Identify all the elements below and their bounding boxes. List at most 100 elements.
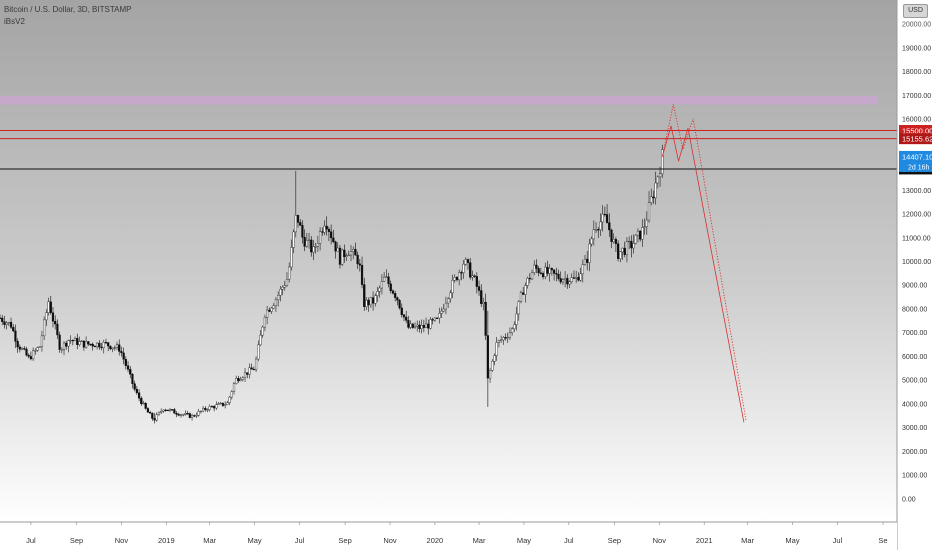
candle-body	[548, 268, 551, 274]
currency-button[interactable]: USD	[903, 4, 928, 18]
candle-body	[144, 402, 147, 409]
candle-body	[270, 307, 273, 312]
candle-body	[590, 238, 593, 245]
y-tick-label: 2000.00	[902, 449, 927, 456]
candle-body	[118, 344, 121, 352]
candle-body	[363, 284, 366, 307]
candle-body	[597, 229, 600, 231]
candle-body	[257, 344, 260, 360]
candle-body	[316, 243, 319, 247]
candle-body	[511, 328, 514, 333]
candle-body	[71, 339, 74, 342]
candle-body	[283, 285, 286, 288]
candle-body	[614, 239, 618, 244]
zones-layer	[0, 96, 878, 105]
candle-body	[259, 334, 262, 346]
candle-body	[588, 243, 591, 263]
candle-body	[515, 313, 518, 325]
candle-body	[93, 345, 97, 348]
candle-body	[219, 402, 222, 405]
candle-body	[56, 323, 59, 336]
candle-body	[413, 326, 417, 328]
y-tick-label: 19000.00	[902, 45, 931, 52]
candle-body	[109, 345, 112, 350]
candle-body	[634, 234, 637, 244]
candle-body	[206, 409, 209, 411]
candle-body	[49, 301, 52, 313]
candle-body	[131, 374, 134, 384]
candle-body	[305, 240, 308, 247]
x-tick-label: Nov	[653, 536, 667, 545]
candle-body	[115, 344, 119, 348]
candle-body	[188, 413, 191, 418]
candle-body	[325, 225, 328, 230]
candle-body	[440, 310, 443, 314]
x-tick-label: 2021	[696, 536, 713, 545]
candle-body	[177, 414, 180, 416]
candle-body	[389, 283, 392, 292]
candle-body	[111, 347, 114, 350]
candle-body	[65, 342, 68, 347]
candle-body	[488, 370, 492, 379]
candle-body	[632, 243, 635, 249]
candle-body	[184, 413, 187, 415]
candle-body	[645, 219, 648, 228]
candle-body	[581, 264, 584, 275]
candle-body	[354, 249, 357, 256]
last-price-label: 14407.10	[902, 152, 932, 161]
candle-body	[376, 291, 379, 296]
candle-body	[380, 281, 384, 289]
candle-body	[230, 391, 233, 398]
candle-body	[263, 317, 267, 328]
candle-body	[451, 280, 454, 294]
candle-body	[151, 413, 154, 419]
x-tick-label: Sep	[608, 536, 621, 545]
candle-body	[365, 299, 368, 307]
time-axis-panel[interactable]	[0, 522, 897, 550]
symbol-title[interactable]: Bitcoin / U.S. Dollar, 3D, BITSTAMP	[4, 5, 132, 14]
candle-body	[621, 247, 624, 253]
candle-body	[537, 268, 540, 274]
candle-body	[69, 339, 72, 342]
candle-body	[323, 225, 326, 233]
candle-body	[367, 299, 370, 306]
candle-body	[5, 322, 8, 325]
candle-body	[16, 341, 19, 348]
candle-body	[625, 241, 629, 255]
candle-body	[570, 277, 573, 282]
candle-body	[358, 263, 361, 266]
plot-background	[0, 0, 897, 522]
candle-body	[493, 355, 496, 362]
candle-body	[639, 230, 642, 240]
candle-body	[528, 277, 531, 280]
candle-body	[371, 297, 375, 304]
candle-body	[76, 337, 79, 345]
candle-body	[352, 249, 355, 252]
candle-body	[113, 347, 116, 349]
chart-header: Bitcoin / U.S. Dollar, 3D, BITSTAMP iBsV…	[4, 4, 131, 28]
candle-body	[36, 347, 39, 351]
candle-body	[462, 263, 465, 273]
candle-body	[67, 340, 70, 347]
candle-body	[122, 352, 125, 360]
candle-body	[369, 297, 372, 306]
price-axis-panel[interactable]	[897, 0, 932, 550]
candle-body	[431, 319, 434, 321]
candle-body	[213, 406, 216, 409]
candle-body	[656, 176, 659, 184]
candle-body	[347, 254, 350, 256]
last-price-tag-bg	[899, 150, 932, 172]
candle-body	[332, 237, 335, 243]
candle-body	[292, 231, 295, 248]
candle-body	[623, 247, 626, 255]
indicator-label[interactable]: iBsV2	[4, 17, 25, 26]
x-tick-label: Mar	[473, 536, 486, 545]
candle-body	[0, 317, 2, 319]
candle-body	[550, 268, 553, 271]
candle-body	[3, 321, 6, 325]
candle-body	[197, 411, 200, 416]
candle-body	[221, 402, 225, 406]
candle-body	[226, 402, 229, 405]
y-axis-labels: 0.00 1000.00 2000.00 3000.00 4000.00 5000.00 6…	[902, 22, 931, 504]
candle-body	[124, 359, 127, 366]
